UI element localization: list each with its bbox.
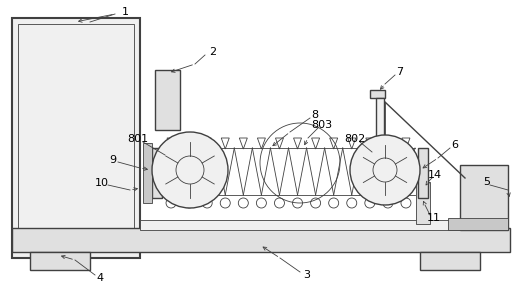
- Text: 10: 10: [95, 178, 109, 188]
- Bar: [152, 148, 162, 198]
- Text: 1: 1: [121, 7, 128, 17]
- Text: 8: 8: [312, 110, 319, 120]
- Circle shape: [350, 135, 420, 205]
- Text: 7: 7: [396, 67, 403, 77]
- Bar: [140, 220, 490, 230]
- Bar: [30, 252, 90, 270]
- Text: 5: 5: [483, 177, 490, 187]
- Text: 6: 6: [452, 140, 458, 150]
- Text: 3: 3: [304, 270, 311, 280]
- Text: 802: 802: [344, 134, 366, 144]
- Bar: [460, 165, 508, 230]
- Bar: [448, 218, 508, 230]
- Text: 4: 4: [96, 273, 103, 283]
- Bar: [416, 182, 430, 224]
- Text: 803: 803: [312, 120, 332, 130]
- Bar: [143, 143, 152, 203]
- Bar: [155, 70, 180, 130]
- Bar: [376, 98, 384, 188]
- Bar: [18, 24, 134, 252]
- Bar: [418, 148, 428, 198]
- Text: 801: 801: [127, 134, 148, 144]
- Bar: [420, 252, 480, 270]
- Text: 11: 11: [427, 213, 441, 223]
- Circle shape: [152, 132, 228, 208]
- Text: 2: 2: [209, 47, 217, 57]
- Text: 14: 14: [428, 170, 442, 180]
- Bar: [12, 18, 140, 258]
- Bar: [370, 90, 385, 98]
- Text: 9: 9: [109, 155, 117, 165]
- Bar: [12, 228, 510, 252]
